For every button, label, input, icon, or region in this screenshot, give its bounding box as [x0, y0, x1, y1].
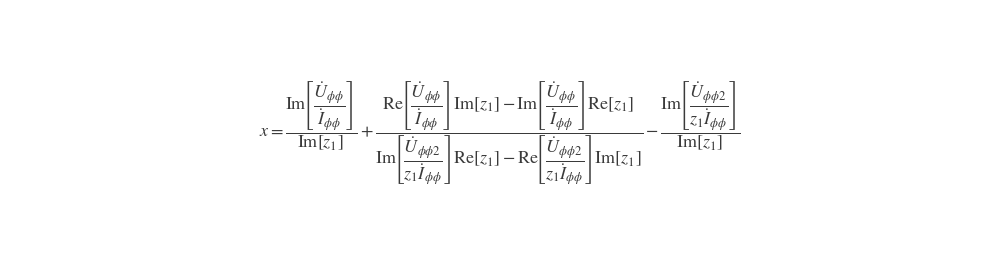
Text: $x = \dfrac{\mathrm{Im}\!\left[\dfrac{\dot{U}_{\phi\phi}}{\dot{I}_{\phi\phi}}\ri: $x = \dfrac{\mathrm{Im}\!\left[\dfrac{\d… [259, 80, 741, 187]
